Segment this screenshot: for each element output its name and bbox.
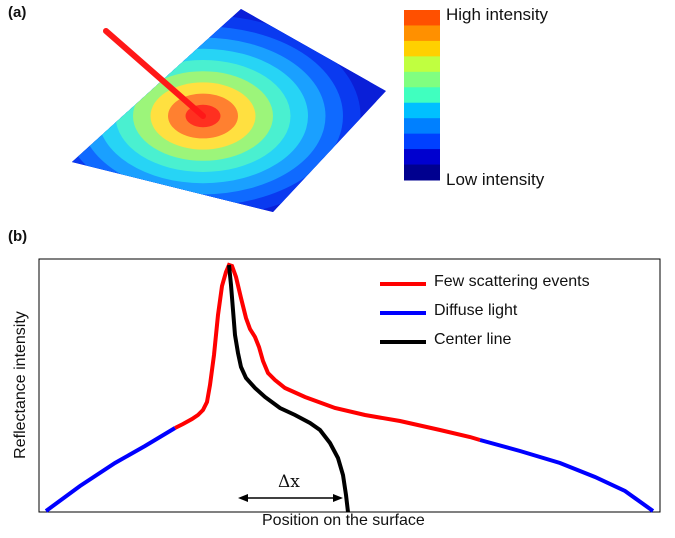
legend-label-center-line: Center line bbox=[434, 331, 512, 348]
colorbar-segment bbox=[404, 149, 440, 166]
colorbar-segment bbox=[404, 40, 440, 57]
colorbar-segment bbox=[404, 10, 440, 26]
center-line-curve bbox=[227, 264, 350, 513]
colorbar-segment bbox=[404, 164, 440, 181]
colorbar-segment bbox=[404, 25, 440, 42]
plot-frame bbox=[38, 258, 661, 513]
colorbar-high-label: High intensity bbox=[446, 5, 549, 24]
delta-x-arrow bbox=[238, 494, 343, 502]
panel-b-label: (b) bbox=[8, 228, 28, 245]
colorbar-segment bbox=[404, 118, 440, 135]
colorbar bbox=[404, 10, 440, 181]
x-axis-label: Position on the surface bbox=[262, 512, 425, 529]
colorbar-low-label: Low intensity bbox=[446, 170, 545, 189]
colorbar-segment bbox=[404, 87, 440, 104]
colorbar-segment bbox=[404, 56, 440, 73]
colorbar-segment bbox=[404, 71, 440, 88]
reflectance-plot bbox=[38, 258, 661, 513]
colorbar-segment bbox=[404, 133, 440, 150]
panel-a-label: (a) bbox=[8, 4, 27, 21]
y-axis-label: Reflectance intensity bbox=[12, 311, 29, 459]
legend-label-few-scattering: Few scattering events bbox=[434, 273, 590, 290]
incident-beam bbox=[103, 28, 206, 119]
colorbar-segment bbox=[404, 102, 440, 119]
few-scattering-curve bbox=[174, 262, 481, 442]
legend-label-diffuse-light: Diffuse light bbox=[434, 302, 518, 319]
intensity-map-figure bbox=[72, 9, 440, 212]
diffuse-light-curve-left bbox=[44, 426, 177, 513]
delta-x-label: Δx bbox=[278, 472, 300, 492]
diffuse-light-curve-right bbox=[479, 438, 655, 513]
